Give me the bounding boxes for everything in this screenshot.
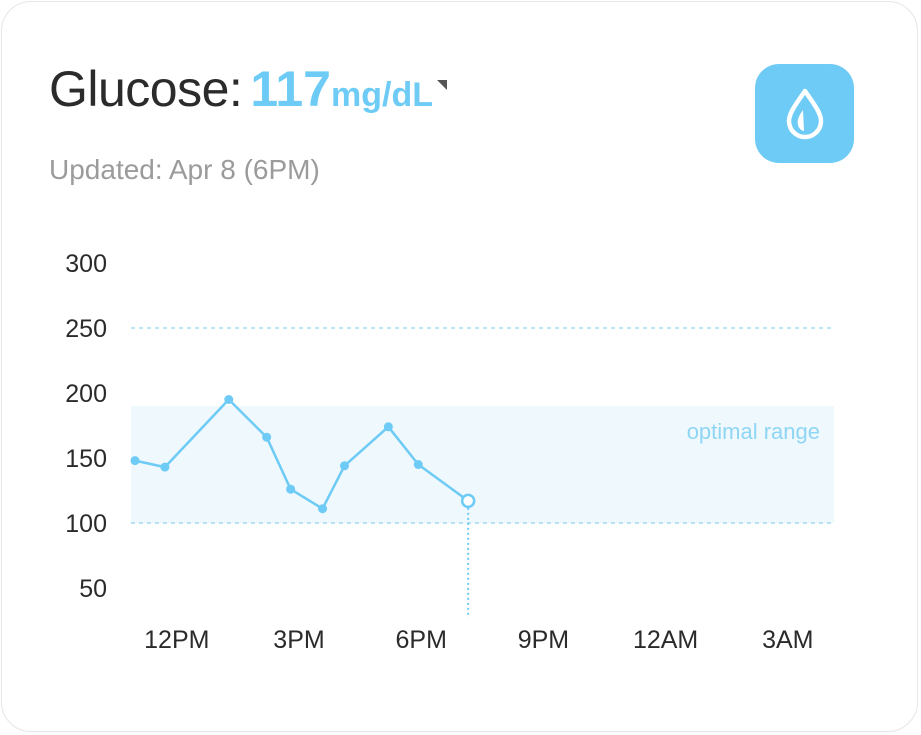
optimal-range-band (131, 406, 834, 523)
glucose-drop-button[interactable] (755, 64, 854, 163)
data-point (160, 462, 170, 472)
glucose-title: Glucose: 117mg/dL (49, 64, 447, 114)
unit-selector[interactable]: mg/dL (331, 76, 447, 114)
glucose-line (134, 398, 469, 510)
unit-label: mg/dL (331, 76, 433, 114)
data-point (262, 432, 272, 442)
updated-timestamp: Updated: Apr 8 (6PM) (49, 154, 320, 185)
data-point (413, 460, 423, 469)
data-point (130, 456, 140, 466)
title-label: Glucose: (49, 61, 243, 117)
y-tick-label: 300 (65, 250, 107, 278)
x-tick-label: 6PM (395, 626, 446, 654)
optimal-range-label: optimal range (687, 419, 820, 444)
x-tick-label: 3PM (273, 626, 324, 654)
x-tick-label: 3AM (762, 626, 813, 654)
data-point (339, 461, 349, 471)
current-reading-point (460, 493, 476, 509)
data-point (224, 395, 234, 404)
y-tick-label: 50 (79, 575, 107, 603)
x-tick-label: 9PM (518, 626, 569, 654)
drop-icon (786, 88, 823, 139)
data-point (286, 484, 296, 494)
x-tick-label: 12AM (633, 626, 698, 654)
x-tick-label: 12PM (144, 626, 209, 654)
data-point (383, 422, 393, 432)
y-tick-label: 150 (65, 445, 107, 473)
y-tick-label: 250 (65, 315, 107, 343)
glucose-value: 117 (250, 61, 331, 117)
y-tick-label: 100 (65, 510, 107, 538)
dropdown-corner-icon (436, 80, 447, 90)
data-point (318, 504, 328, 514)
y-tick-label: 200 (65, 380, 107, 408)
